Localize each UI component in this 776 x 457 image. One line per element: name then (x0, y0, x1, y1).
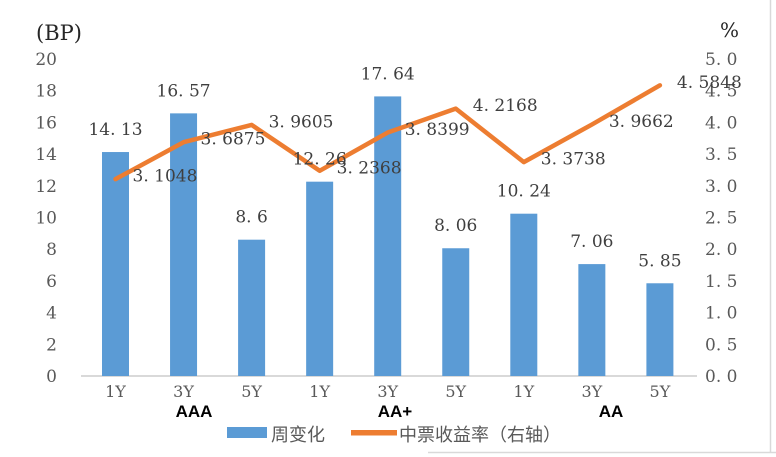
legend-line-label: 中票收益率（右轴） (399, 425, 561, 446)
line-value-label: 3. 9605 (269, 112, 334, 132)
right-axis-tick-label: 3. 0 (705, 177, 737, 197)
bar-value-label: 12. 26 (293, 150, 347, 170)
legend-bar-swatch-icon (227, 427, 267, 438)
x-axis-category-label: 3Y (173, 382, 194, 401)
line-value-label: 3. 1048 (133, 167, 198, 187)
legend-bar-label: 周变化 (271, 425, 325, 446)
left-axis-tick-label: 8 (46, 240, 57, 260)
bar-value-label: 16. 57 (157, 81, 211, 101)
x-axis-category-label: 3Y (581, 382, 602, 401)
right-axis-tick-label: 2. 5 (705, 209, 737, 229)
right-axis-unit-label: % (720, 18, 739, 42)
bar (510, 213, 538, 376)
right-axis-tick-label: 1. 0 (705, 304, 737, 324)
bar-value-label: 7. 06 (570, 232, 613, 252)
bar (102, 152, 129, 376)
bar (646, 283, 674, 376)
bar-value-label: 8. 6 (235, 208, 267, 228)
right-axis-tick-label: 5. 0 (705, 50, 737, 70)
left-axis-tick-label: 18 (35, 82, 57, 102)
left-axis-tick-label: 2 (46, 335, 57, 355)
left-axis-tick-label: 16 (35, 113, 57, 133)
x-axis-category-label: 5Y (241, 382, 262, 401)
x-axis-group-label: AA+ (378, 402, 413, 421)
right-axis-tick-label: 0. 5 (705, 335, 737, 355)
left-axis-tick-label: 6 (46, 272, 57, 292)
right-axis-tick-label: 1. 5 (705, 272, 737, 292)
left-axis-tick-label: 0 (46, 367, 57, 387)
right-axis-tick-label: 3. 5 (705, 145, 737, 165)
left-axis-tick-label: 10 (35, 209, 57, 229)
right-axis-tick-label: 2. 0 (705, 240, 737, 260)
x-axis-category-label: 5Y (445, 382, 466, 401)
line-value-label: 3. 8399 (405, 120, 470, 140)
yield-line (113, 83, 663, 182)
x-axis-group-label: AAA (176, 402, 213, 421)
bar (238, 239, 266, 376)
left-axis-tick-label: 4 (46, 304, 57, 324)
bar-value-label: 10. 24 (497, 182, 551, 202)
x-axis-category-label: 1Y (309, 382, 330, 401)
x-axis-group-label: AA (599, 402, 624, 421)
bar (170, 113, 198, 376)
left-axis-tick-label: 12 (35, 177, 57, 197)
x-axis-category-label: 1Y (513, 382, 534, 401)
x-axis-category-label: 1Y (105, 382, 126, 401)
x-axis-category-label: 5Y (650, 382, 671, 401)
line-value-label: 3. 9662 (609, 112, 674, 132)
bar (442, 248, 470, 376)
bar-value-label: 5. 85 (638, 251, 681, 271)
right-axis-tick-label: 4. 5 (705, 82, 737, 102)
left-axis-unit-label: (BP) (36, 21, 82, 45)
bar-value-label: 17. 64 (361, 64, 415, 84)
bar (578, 264, 606, 376)
line-value-label: 4. 2168 (473, 96, 538, 116)
left-axis-tick-label: 14 (35, 145, 57, 165)
x-axis-category-label: 3Y (377, 382, 398, 401)
line-value-label: 3. 3738 (541, 150, 606, 170)
left-axis-tick-label: 20 (35, 50, 57, 70)
bar (374, 96, 402, 376)
legend-line-swatch-icon (351, 430, 397, 436)
bar-value-label: 14. 13 (88, 120, 142, 140)
line-value-label: 3. 6875 (201, 130, 266, 150)
line-value-label: 4. 5848 (677, 73, 742, 93)
right-axis-tick-label: 4. 0 (705, 113, 737, 133)
bar-value-label: 8. 06 (434, 216, 477, 236)
right-axis-tick-label: 0. 0 (705, 367, 737, 387)
line-value-label: 3. 2368 (337, 158, 402, 178)
bar (306, 181, 334, 376)
